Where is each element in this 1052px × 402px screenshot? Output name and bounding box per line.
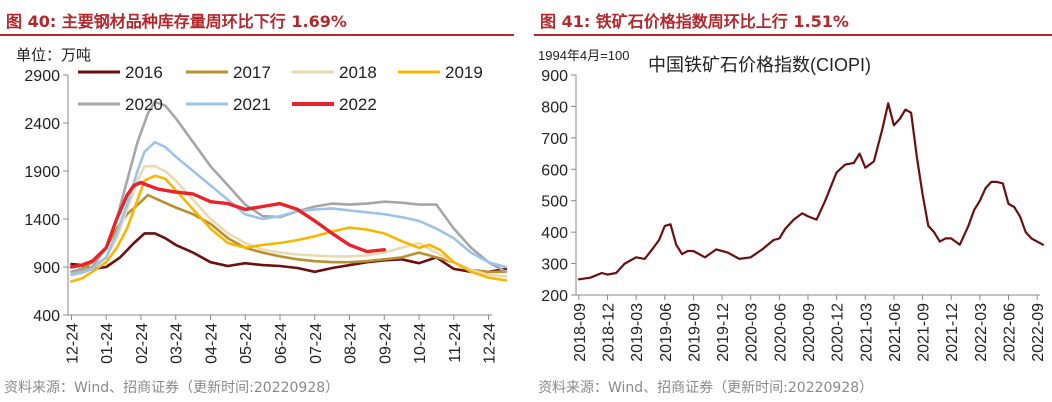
legend-item-2022: 2022 <box>292 95 377 114</box>
y-tick-label: 900 <box>33 260 60 277</box>
y-tick-label: 400 <box>541 225 568 242</box>
x-tick-label: 2018-12 <box>601 303 618 362</box>
series-line-2020 <box>70 100 508 274</box>
x-tick-label: 09-24 <box>377 323 394 364</box>
x-tick-label: 2020-06 <box>772 303 789 362</box>
y-tick-label: 2900 <box>24 68 60 85</box>
figure-41-panel: 图 41: 铁矿石价格指数周环比上行 1.51% 200 300 400 500 600… <box>534 0 1052 402</box>
y-tick-label: 400 <box>33 308 60 325</box>
x-tick-label: 2021-06 <box>887 303 904 362</box>
x-tick-label: 05-24 <box>238 323 255 364</box>
figure-40-panel: 图 40: 主要钢材品种库存量周环比下行 1.69% 400 900 1400 190… <box>0 0 514 402</box>
y-tick-label: 900 <box>541 68 568 85</box>
series-line-2022 <box>69 180 386 269</box>
legend-item-2018: 2018 <box>292 63 377 82</box>
y-tick-label: 300 <box>541 257 568 274</box>
legend-label: 2019 <box>445 63 483 82</box>
x-tick-label: 2021-12 <box>944 303 961 362</box>
y-tick-label: 200 <box>541 288 568 305</box>
x-tick-label: 08-24 <box>343 323 360 364</box>
y-tick-label: 600 <box>541 162 568 179</box>
x-tick-label: 2019-12 <box>715 303 732 362</box>
x-tick-label: 2019-06 <box>658 303 675 362</box>
y-tick-label: 700 <box>541 131 568 148</box>
figure-40-title: 图 40: 主要钢材品种库存量周环比下行 1.69% <box>6 12 347 31</box>
x-tick-label: 06-24 <box>273 323 290 364</box>
legend-item-2020: 2020 <box>78 95 163 114</box>
x-tick-label: 07-24 <box>308 323 325 364</box>
x-tick-label: 12-24 <box>64 323 81 364</box>
series-line-2019 <box>70 174 508 283</box>
legend-label: 2022 <box>339 95 377 114</box>
x-tick-label: 12-24 <box>482 323 499 364</box>
legend-label: 2018 <box>339 63 377 82</box>
steel-inventory-chart: 400 900 1400 1900 2400 2900 12-24 01-24 02-24 03-… <box>16 47 508 364</box>
base-note: 1994年4月=100 <box>538 48 629 63</box>
figure-41-source: 资料来源：Wind、招商证券（更新时间:20220928） <box>538 380 874 396</box>
y-tick-label: 2400 <box>24 116 60 133</box>
figure-40-source: 资料来源：Wind、招商证券（更新时间:20220928） <box>4 380 340 396</box>
y-tick-label: 800 <box>541 99 568 116</box>
legend-label: 2021 <box>233 95 271 114</box>
x-tick-label: 2018-09 <box>572 303 589 362</box>
legend-item-2017: 2017 <box>186 63 271 82</box>
x-tick-label: 2019-03 <box>629 303 646 362</box>
x-tick-label: 11-24 <box>447 323 464 363</box>
x-tick-label: 02-24 <box>134 323 151 364</box>
legend-label: 2020 <box>125 95 163 114</box>
x-tick-label: 2021-09 <box>916 303 933 362</box>
x-tick-label: 2020-12 <box>830 303 847 362</box>
x-tick-label: 2022-09 <box>1030 303 1047 362</box>
series-line-2016 <box>70 232 508 274</box>
legend-label: 2016 <box>125 63 163 82</box>
x-tick-label: 2020-03 <box>744 303 761 362</box>
figure-40-title-rule <box>0 34 514 36</box>
x-tick-label: 01-24 <box>99 323 116 364</box>
legend-item-2021: 2021 <box>186 95 271 114</box>
legend-item-2016: 2016 <box>78 63 163 82</box>
series-line-2021 <box>70 140 508 276</box>
figure-41-title: 图 41: 铁矿石价格指数周环比上行 1.51% <box>540 12 849 31</box>
legend-label: 2017 <box>233 63 271 82</box>
series-line-中国铁矿石价格指数(CIOPI) <box>577 102 1044 281</box>
legend-item-2019: 2019 <box>398 63 483 82</box>
x-tick-label: 2022-06 <box>1001 303 1018 362</box>
x-tick-label: 04-24 <box>203 323 220 364</box>
figure-41-title-rule <box>534 34 1052 36</box>
x-tick-label: 10-24 <box>412 323 429 364</box>
x-tick-label: 03-24 <box>169 323 186 364</box>
y-tick-label: 1900 <box>24 164 60 181</box>
x-tick-label: 2020-09 <box>801 303 818 362</box>
chart-title: 中国铁矿石价格指数(CIOPI) <box>648 55 871 75</box>
x-tick-label: 2019-09 <box>686 303 703 362</box>
x-tick-label: 2021-03 <box>858 303 875 362</box>
unit-label: 单位：万吨 <box>16 47 91 64</box>
x-tick-label: 2022-03 <box>973 303 990 362</box>
iron-ore-index-chart: 200 300 400 500 600 700 800 900 2018-09 2018-12 20… <box>538 48 1047 362</box>
y-tick-label: 500 <box>541 194 568 211</box>
y-tick-label: 1400 <box>24 212 60 229</box>
